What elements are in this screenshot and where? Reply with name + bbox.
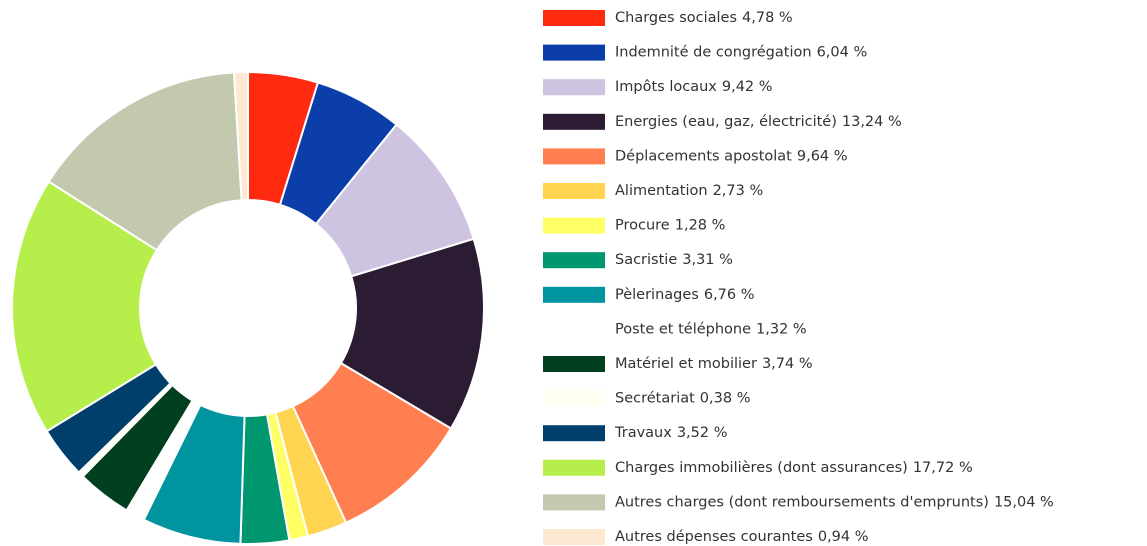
legend-swatch — [543, 494, 605, 511]
legend-name: Charges immobilières (dont assurances) — [615, 460, 908, 476]
legend-item: Poste et téléphone 1,32 % — [543, 321, 807, 338]
legend-name: Déplacements apostolat — [615, 148, 792, 164]
legend-name: Alimentation — [615, 183, 708, 199]
legend-value: 3,52 % — [677, 425, 728, 441]
slice — [11, 180, 159, 433]
legend-item: Pèlerinages 6,76 % — [543, 286, 755, 303]
legend-value: 0,94 % — [818, 529, 869, 545]
legend-name: Sacristie — [615, 252, 677, 268]
legend-name: Matériel et mobilier — [615, 356, 757, 372]
legend-name: Procure — [615, 218, 670, 234]
legend-value: 17,72 % — [913, 460, 973, 476]
legend-item: Déplacements apostolat 9,64 % — [543, 148, 848, 165]
legend-swatch — [543, 356, 605, 372]
legend-label: Déplacements apostolat 9,64 % — [615, 148, 848, 164]
legend-label: Charges immobilières (dont assurances) 17… — [615, 460, 973, 476]
legend-label: Poste et téléphone 1,32 % — [615, 321, 807, 337]
legend-label: Autres charges (dont remboursements d'em… — [615, 494, 1054, 510]
legend-item: Charges sociales 4,78 % — [543, 10, 793, 26]
legend-value: 13,24 % — [842, 114, 902, 130]
legend-name: Pèlerinages — [615, 287, 699, 303]
legend-value: 3,31 % — [682, 252, 733, 268]
legend-label: Autres dépenses courantes 0,94 % — [615, 529, 869, 545]
legend-item: Procure 1,28 % — [543, 217, 725, 234]
legend-item: Secrétariat 0,38 % — [543, 390, 750, 407]
legend-value: 0,38 % — [700, 391, 751, 407]
legend-name: Energies (eau, gaz, électricité) — [615, 114, 837, 130]
legend-swatch — [543, 529, 605, 545]
legend-item: Autres dépenses courantes 0,94 % — [543, 529, 869, 545]
legend-value: 6,04 % — [817, 45, 868, 61]
legend-item: Sacristie 3,31 % — [543, 252, 733, 269]
legend-swatch — [543, 286, 605, 303]
legend-item: Indemnité de congrégation 6,04 % — [543, 44, 867, 61]
legend-label: Energies (eau, gaz, électricité) 13,24 % — [615, 114, 902, 130]
legend-value: 9,64 % — [797, 148, 848, 164]
legend-swatch — [543, 321, 605, 338]
legend-name: Autres charges (dont remboursements d'em… — [615, 494, 989, 510]
legend-item: Charges immobilières (dont assurances) 17… — [543, 459, 973, 476]
slice — [339, 237, 485, 430]
legend-swatch — [543, 79, 605, 96]
legend-swatch — [543, 425, 605, 442]
legend-item: Impôts locaux 9,42 % — [543, 79, 773, 96]
legend-label: Sacristie 3,31 % — [615, 252, 733, 268]
legend-item: Energies (eau, gaz, électricité) 13,24 % — [543, 113, 902, 130]
legend-label: Travaux 3,52 % — [614, 425, 728, 441]
legend-swatch — [543, 113, 605, 130]
legend-swatch — [543, 217, 605, 234]
legend-value: 9,42 % — [722, 79, 773, 95]
legend-label: Secrétariat 0,38 % — [615, 391, 750, 407]
legend-label: Indemnité de congrégation 6,04 % — [615, 45, 867, 61]
legend-label: Procure 1,28 % — [615, 218, 725, 234]
legend-name: Impôts locaux — [615, 79, 717, 95]
legend-label: Alimentation 2,73 % — [615, 183, 763, 199]
legend-name: Poste et téléphone — [615, 321, 751, 337]
legend-item: Travaux 3,52 % — [543, 425, 728, 442]
legend-name: Charges sociales — [615, 10, 737, 26]
legend-value: 4,78 % — [742, 10, 793, 26]
legend-name: Travaux — [614, 425, 672, 441]
legend-label: Impôts locaux 9,42 % — [615, 79, 773, 95]
legend-name: Autres dépenses courantes — [615, 529, 813, 545]
legend-swatch — [543, 252, 605, 269]
legend-label: Pèlerinages 6,76 % — [615, 287, 755, 303]
legend-label: Matériel et mobilier 3,74 % — [615, 356, 813, 372]
legend-item: Autres charges (dont remboursements d'em… — [543, 494, 1054, 511]
legend-name: Secrétariat — [615, 391, 695, 407]
legend-swatch — [543, 44, 605, 61]
legend-value: 2,73 % — [713, 183, 764, 199]
legend-value: 3,74 % — [762, 356, 813, 372]
legend-name: Indemnité de congrégation — [615, 45, 812, 61]
legend-label: Charges sociales 4,78 % — [615, 10, 793, 26]
legend-item: Matériel et mobilier 3,74 % — [543, 356, 813, 372]
slice — [47, 71, 243, 252]
legend-swatch — [543, 10, 605, 26]
legend-swatch — [543, 183, 605, 199]
legend-swatch — [543, 459, 605, 476]
legend-value: 6,76 % — [704, 287, 755, 303]
legend-item: Alimentation 2,73 % — [543, 183, 763, 199]
slice — [232, 70, 249, 202]
legend-value: 15,04 % — [994, 494, 1054, 510]
legend-swatch — [543, 390, 605, 407]
legend-value: 1,32 % — [756, 321, 807, 337]
legend-swatch — [543, 148, 605, 165]
legend-value: 1,28 % — [675, 218, 726, 234]
